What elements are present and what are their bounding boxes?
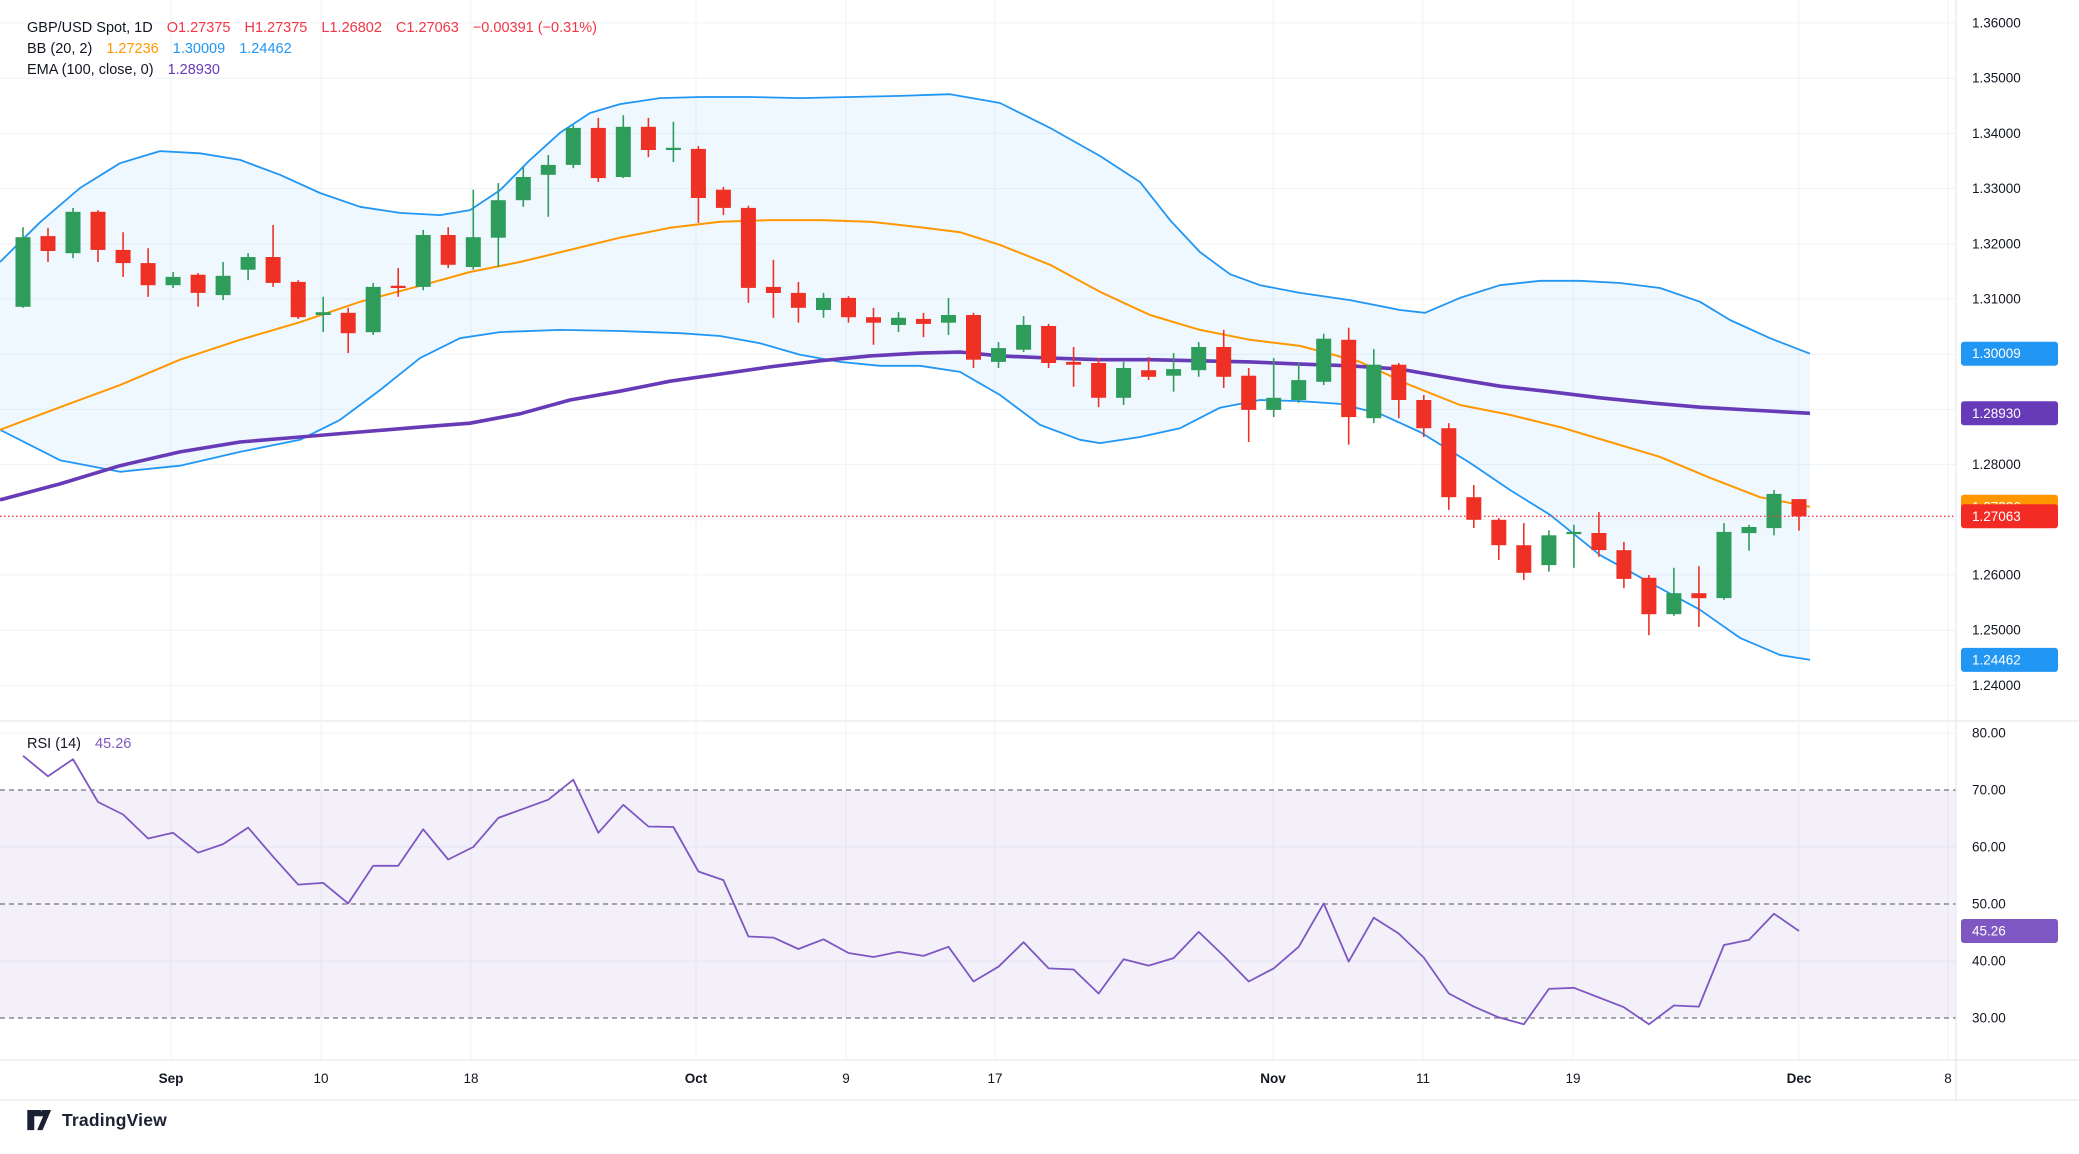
ema-value: 1.28930 bbox=[167, 62, 220, 78]
svg-text:Sep: Sep bbox=[159, 1071, 184, 1086]
svg-text:1.24462: 1.24462 bbox=[1972, 652, 2021, 667]
svg-text:1.36000: 1.36000 bbox=[1972, 16, 2021, 31]
bb-legend-row[interactable]: BB (20, 2) 1.27236 1.30009 1.24462 bbox=[27, 39, 597, 60]
bb-upper-value: 1.30009 bbox=[172, 41, 226, 57]
ema-label[interactable]: EMA (100, close, 0) bbox=[27, 62, 154, 78]
tradingview-logo-icon bbox=[27, 1110, 53, 1131]
svg-text:Dec: Dec bbox=[1787, 1071, 1812, 1086]
svg-text:Oct: Oct bbox=[685, 1071, 708, 1086]
svg-text:1.34000: 1.34000 bbox=[1972, 126, 2021, 141]
svg-text:50.00: 50.00 bbox=[1972, 897, 2006, 912]
ohlc-open: O1.27375 bbox=[166, 20, 231, 36]
ohlc-low: L1.26802 bbox=[321, 20, 382, 36]
time-scale[interactable] bbox=[0, 1060, 2079, 1100]
tradingview-attribution[interactable]: TradingView bbox=[27, 1110, 167, 1131]
svg-text:1.25000: 1.25000 bbox=[1972, 623, 2021, 638]
ohlc-high: H1.27375 bbox=[244, 20, 308, 36]
svg-text:1.31000: 1.31000 bbox=[1972, 292, 2021, 307]
symbol-title[interactable]: GBP/USD Spot, 1D bbox=[27, 20, 153, 36]
symbol-legend-row[interactable]: GBP/USD Spot, 1D O1.27375 H1.27375 L1.26… bbox=[27, 18, 597, 39]
svg-text:19: 19 bbox=[1565, 1071, 1580, 1086]
svg-text:1.35000: 1.35000 bbox=[1972, 71, 2021, 86]
rsi-label[interactable]: RSI (14) bbox=[27, 736, 81, 752]
svg-text:1.24000: 1.24000 bbox=[1972, 678, 2021, 693]
svg-text:8: 8 bbox=[1944, 1071, 1952, 1086]
svg-text:9: 9 bbox=[842, 1071, 850, 1086]
svg-text:1.28000: 1.28000 bbox=[1972, 457, 2021, 472]
ohlc-change: −0.00391 (−0.31%) bbox=[472, 20, 597, 36]
ohlc-close: C1.27063 bbox=[395, 20, 459, 36]
price-pane[interactable] bbox=[0, 0, 1956, 720]
bb-basis-value: 1.27236 bbox=[106, 41, 159, 57]
price-scale[interactable] bbox=[1956, 0, 2079, 1060]
svg-text:Nov: Nov bbox=[1260, 1071, 1286, 1086]
svg-text:45.26: 45.26 bbox=[1972, 924, 2006, 939]
rsi-value: 45.26 bbox=[95, 736, 132, 752]
tradingview-brand-text: TradingView bbox=[62, 1110, 167, 1130]
rsi-legend-row[interactable]: RSI (14) 45.26 bbox=[27, 736, 131, 752]
svg-text:1.28930: 1.28930 bbox=[1972, 406, 2021, 421]
svg-text:1.27063: 1.27063 bbox=[1972, 509, 2021, 524]
bb-label[interactable]: BB (20, 2) bbox=[27, 41, 93, 57]
ema-legend-row[interactable]: EMA (100, close, 0) 1.28930 bbox=[27, 60, 597, 81]
svg-text:80.00: 80.00 bbox=[1972, 726, 2006, 741]
bb-lower-value: 1.24462 bbox=[239, 41, 292, 57]
svg-text:11: 11 bbox=[1416, 1071, 1430, 1086]
svg-text:1.26000: 1.26000 bbox=[1972, 568, 2021, 583]
svg-text:10: 10 bbox=[313, 1071, 328, 1086]
svg-text:60.00: 60.00 bbox=[1972, 840, 2006, 855]
svg-text:17: 17 bbox=[987, 1071, 1002, 1086]
svg-text:1.33000: 1.33000 bbox=[1972, 181, 2021, 196]
svg-text:18: 18 bbox=[463, 1071, 478, 1086]
svg-text:70.00: 70.00 bbox=[1972, 783, 2006, 798]
indicator-legend: GBP/USD Spot, 1D O1.27375 H1.27375 L1.26… bbox=[27, 18, 597, 81]
rsi-pane[interactable] bbox=[0, 722, 1956, 1060]
svg-text:30.00: 30.00 bbox=[1972, 1011, 2006, 1026]
svg-text:1.32000: 1.32000 bbox=[1972, 236, 2021, 251]
svg-text:40.00: 40.00 bbox=[1972, 954, 2006, 969]
svg-text:1.30009: 1.30009 bbox=[1972, 346, 2021, 361]
